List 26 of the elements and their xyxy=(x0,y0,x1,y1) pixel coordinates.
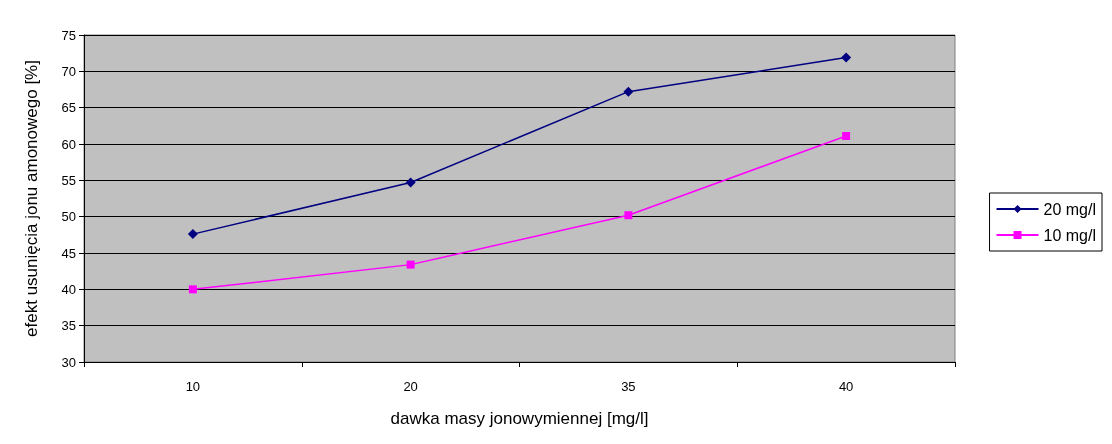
x-tick-label: 20 xyxy=(403,379,418,394)
point xyxy=(841,52,852,63)
point xyxy=(187,229,198,240)
legend-label: 10 mg/l xyxy=(1043,226,1096,244)
x-axis-title: dawka masy jonowymiennej [mg/l] xyxy=(390,409,649,428)
y-axis-title: efekt usunięcia jonu amonowego [%] xyxy=(22,60,41,337)
point xyxy=(842,132,851,141)
y-tick-label: 40 xyxy=(61,281,76,297)
y-tick-label: 50 xyxy=(61,209,76,225)
y-tick-label: 75 xyxy=(61,27,76,43)
y-tick-label: 35 xyxy=(61,318,76,334)
y-tick-label: 60 xyxy=(61,136,76,152)
x-tick-label: 10 xyxy=(185,379,201,394)
y-tick-label: 30 xyxy=(61,354,76,370)
y-tick-label: 55 xyxy=(61,172,76,188)
y-tick-label: 70 xyxy=(61,63,76,79)
point xyxy=(623,86,634,97)
legend-label: 20 mg/l xyxy=(1043,200,1096,218)
x-tick-label: 35 xyxy=(621,379,636,394)
y-tick-label: 65 xyxy=(61,100,76,116)
point xyxy=(624,211,633,220)
x-tick-label: 40 xyxy=(838,379,854,394)
y-tick-label: 45 xyxy=(61,245,76,261)
point xyxy=(188,285,197,294)
point xyxy=(406,260,415,269)
point xyxy=(405,177,416,188)
